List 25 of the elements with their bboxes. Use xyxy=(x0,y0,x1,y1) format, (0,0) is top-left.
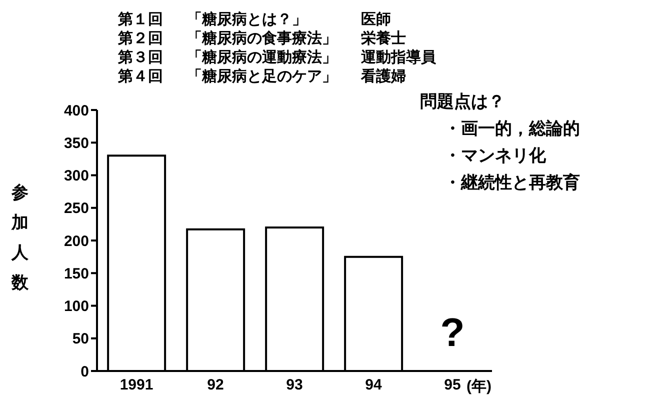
y-axis-title: 参加人数 xyxy=(10,182,30,294)
x-tick-label: 92 xyxy=(207,376,224,394)
y-tick-label: 350 xyxy=(64,134,89,152)
annotation: ? xyxy=(439,311,466,355)
y-tick-label: 250 xyxy=(64,200,89,218)
x-tick-label: 94 xyxy=(365,376,382,394)
annotation: ・マンネリ化 xyxy=(443,145,547,167)
x-tick-label: 93 xyxy=(286,376,303,394)
y-tick-label: 400 xyxy=(64,102,89,120)
text: 第４回 「糖尿病と足のケア」 看護婦 xyxy=(118,68,406,85)
x-tick-label: 1991 xyxy=(120,376,154,394)
annotation: 問題点は？ xyxy=(420,91,506,113)
y-tick-label: 300 xyxy=(64,168,89,185)
x-tick-label: 95 xyxy=(444,376,461,394)
y-tick-label: 100 xyxy=(64,298,89,316)
y-tick-label: 0 xyxy=(80,363,89,380)
annotation: ・継続性と再教育 xyxy=(443,172,580,194)
annotation: ・画一的，総論的 xyxy=(443,118,580,140)
text: 第２回 「糖尿病の食事療法」 栄養士 xyxy=(118,30,406,47)
text: 第１回 「糖尿病とは？」 医師 xyxy=(118,11,391,28)
y-tick-label: 200 xyxy=(64,232,89,250)
x-axis-title: (年) xyxy=(466,377,492,396)
y-tick-label: 50 xyxy=(72,330,89,348)
text: 第３回 「糖尿病の運動療法」 運動指導員 xyxy=(118,49,436,66)
y-tick-label: 150 xyxy=(64,265,89,282)
